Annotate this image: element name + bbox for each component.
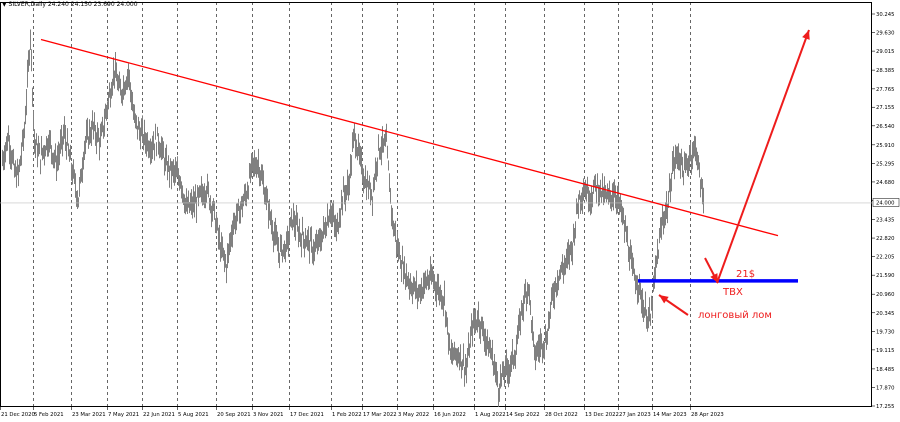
y-tick-label: 20.960 (876, 292, 895, 298)
y-tick-label: 22.205 (876, 255, 895, 261)
annotations-layer: 21$ ТВХ лонговый лом (40, 29, 810, 321)
upward-target-arrow-shaft (716, 29, 810, 284)
y-tick-label: 17.870 (876, 385, 895, 391)
price-label: 21$ (736, 269, 755, 280)
plot-frame (0, 2, 872, 407)
x-tick-label: 1 Aug 2022 (475, 412, 506, 418)
current-price-box (872, 198, 900, 207)
x-tick-label: 16 Jun 2022 (434, 412, 466, 418)
x-tick-label: 14 Mar 2023 (653, 412, 687, 418)
x-tick-label: 17 Mar 2022 (363, 412, 397, 418)
tvx-label: ТВХ (722, 287, 743, 298)
x-tick-label: 5 Feb 2021 (34, 412, 64, 418)
current-price-label: 24.000 (876, 200, 895, 206)
y-tick-label: 18.485 (876, 367, 895, 373)
upward-target-arrow (716, 29, 810, 284)
x-tick-label: 1 Feb 2022 (332, 412, 362, 418)
y-tick-label: 27.765 (876, 87, 895, 93)
trendline (40, 38, 779, 237)
y-tick-label: 21.590 (876, 273, 895, 279)
x-tick-label: 23 Mar 2021 (72, 412, 106, 418)
x-tick-label: 13 Dec 2022 (585, 412, 619, 418)
x-tick-label: 5 Aug 2021 (178, 412, 209, 418)
chart-title: ▼ SILVER,Daily 24.240 24.150 23.690 24.0… (2, 1, 138, 8)
x-axis: 21 Dec 2020 5 Feb 2021 23 Mar 2021 7 May 20… (0, 407, 724, 418)
price-series (2, 29, 704, 407)
y-tick-label: 25.910 (876, 143, 895, 149)
y-tick-label: 27.155 (876, 105, 895, 111)
long-break-arrow (658, 294, 689, 316)
y-tick-label: 28.385 (876, 68, 895, 74)
x-tick-label: 7 May 2021 (108, 412, 139, 418)
y-tick-label: 19.730 (876, 329, 895, 335)
y-tick-label: 26.540 (876, 124, 895, 130)
x-tick-label: 28 Oct 2022 (545, 412, 578, 418)
long-break-arrow-head (659, 295, 669, 304)
x-tick-label: 3 Nov 2021 (253, 412, 284, 418)
x-tick-label: 3 May 2022 (398, 412, 429, 418)
y-axis: 30.245 29.630 29.015 28.385 27.765 27.155 26.5… (872, 12, 900, 410)
x-tick-label: 17 Dec 2021 (290, 412, 324, 418)
upward-target-arrow-head (802, 30, 810, 40)
y-tick-label: 20.345 (876, 311, 895, 317)
chart-title-text: SILVER,Daily 24.240 24.150 23.690 24.000 (8, 1, 138, 8)
entry-point-arrow-head (710, 273, 718, 283)
entry-point-arrow (704, 257, 719, 284)
plot-area (0, 2, 872, 407)
y-tick-label: 29.630 (876, 31, 895, 37)
y-tick-label: 24.680 (876, 180, 895, 186)
y-tick-label: 19.115 (876, 348, 895, 354)
long-break-label: лонговый лом (698, 310, 772, 321)
x-tick-label: 21 Dec 2020 (1, 412, 35, 418)
y-tick-label: 30.245 (876, 12, 895, 18)
y-tick-label: 17.255 (876, 404, 895, 410)
y-tick-label: 23.435 (876, 218, 895, 224)
symbol-dropdown-icon[interactable]: ▼ (2, 1, 7, 8)
x-tick-label: 28 Apr 2023 (691, 412, 724, 418)
x-tick-label: 14 Sep 2022 (506, 412, 540, 418)
x-tick-label: 22 Jun 2021 (143, 412, 175, 418)
y-tick-label: 25.295 (876, 161, 895, 167)
y-tick-label: 29.015 (876, 49, 895, 55)
x-tick-label: 27 Jan 2023 (619, 412, 651, 418)
y-tick-label: 22.820 (876, 236, 895, 242)
vertical-grid (33, 2, 691, 407)
x-tick-label: 20 Sep 2021 (217, 412, 251, 418)
